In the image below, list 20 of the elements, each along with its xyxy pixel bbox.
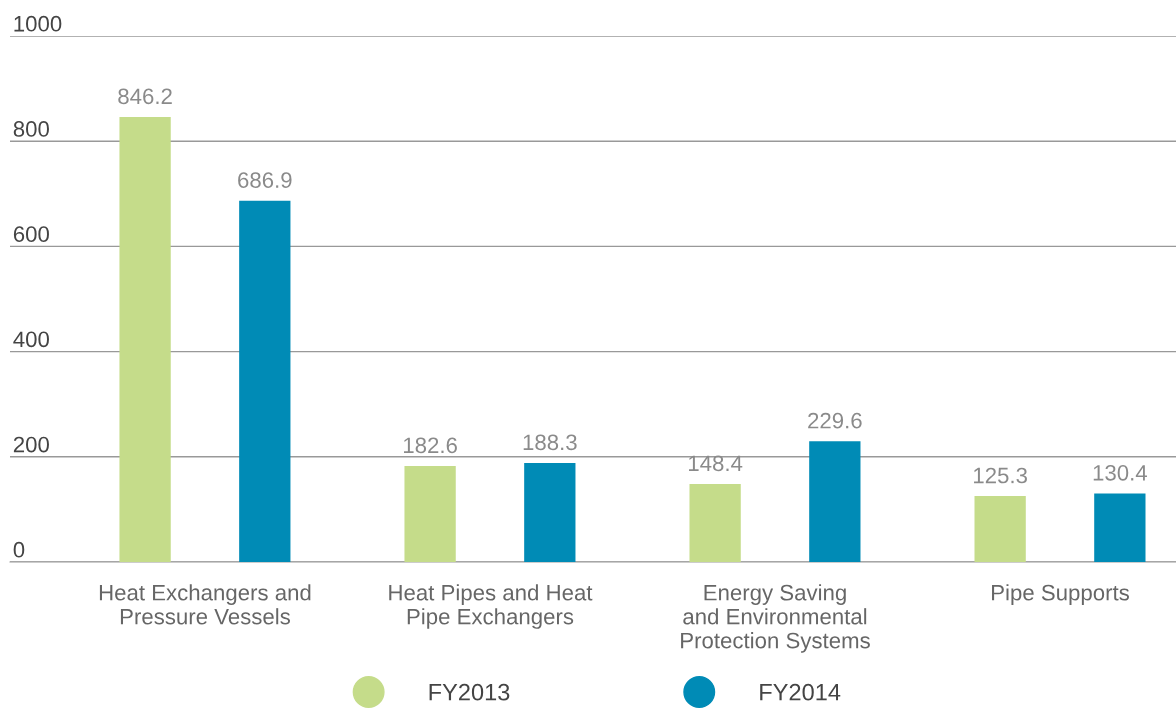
legend-label: FY2013 [429, 683, 510, 701]
data-label: 188.3 [523, 434, 577, 451]
y-tick-label: 600 [13, 226, 49, 243]
data-label: 686.9 [238, 172, 292, 188]
data-label: 148.4 [689, 455, 743, 472]
y-tick-label: 800 [13, 121, 49, 137]
data-label: 229.6 [808, 412, 862, 429]
x-tick-label: Heat Pipes and Heat Pipe Exchangers [389, 584, 593, 629]
y-tick-label: 400 [13, 331, 49, 348]
y-tick-label: 0 [13, 541, 25, 558]
x-tick-label: Energy Saving and Environmental Protection Systems [681, 584, 870, 653]
x-tick-label: Pipe Supports [992, 584, 1129, 605]
data-label: 846.2 [118, 88, 172, 105]
y-tick-label: 1000 [14, 15, 62, 32]
x-tick-label: Heat Exchangers and Pressure Vessels [99, 584, 311, 625]
data-label: 125.3 [974, 467, 1027, 484]
y-tick-label: 200 [13, 436, 49, 453]
legend-label: FY2014 [760, 683, 841, 701]
data-label: 182.6 [404, 437, 457, 454]
data-label: 130.4 [1093, 464, 1148, 481]
